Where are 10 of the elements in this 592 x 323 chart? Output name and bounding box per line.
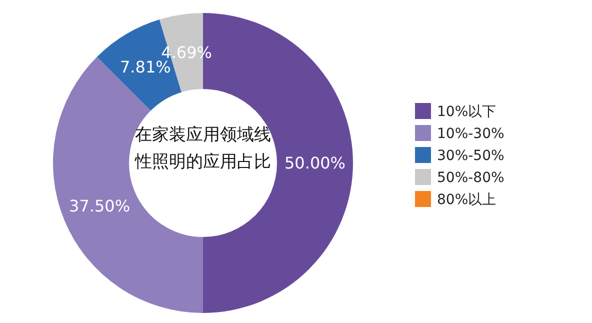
data-label: 7.81% [120, 58, 171, 77]
legend-label: 10%-30% [437, 126, 504, 142]
data-label: 50.00% [284, 154, 346, 173]
legend-label: 30%-50% [437, 148, 504, 164]
legend-label: 50%-80% [437, 170, 504, 186]
donut-slice [53, 56, 203, 313]
legend-label: 80%以上 [437, 192, 496, 208]
text: 在家装应用领域线性照明的应用占比 [134, 124, 272, 174]
legend-label: 10%以下 [437, 104, 496, 120]
data-label: 37.50% [69, 196, 130, 216]
